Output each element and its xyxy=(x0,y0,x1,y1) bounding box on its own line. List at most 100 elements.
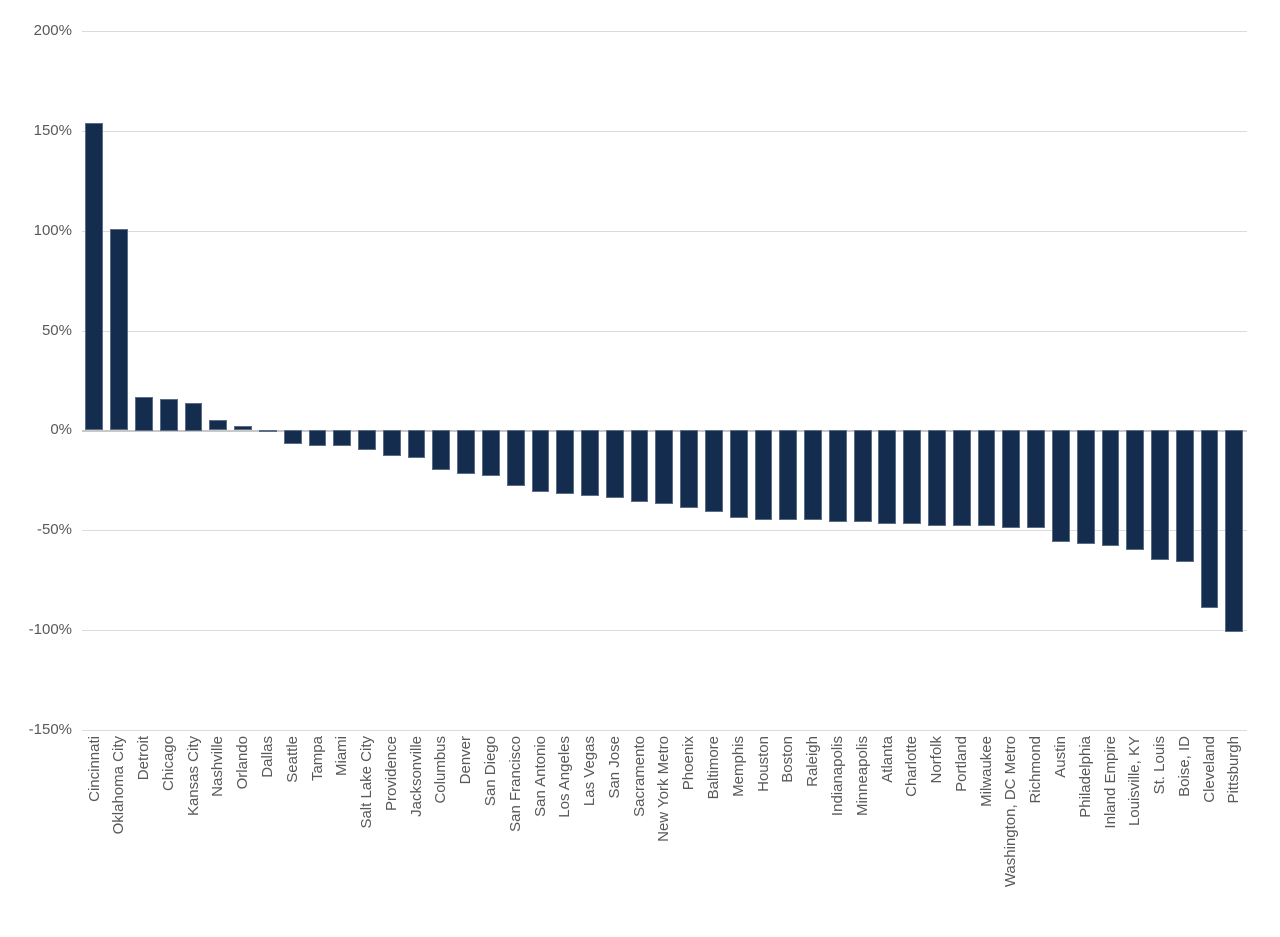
y-tick-label-neg50: -50% xyxy=(36,521,72,538)
x-label-cell-norfolk: Norfolk xyxy=(925,736,950,934)
bar-column-boston xyxy=(776,31,801,730)
bar-column-oklahoma-city xyxy=(107,31,132,730)
x-tick-label-salt-lake-city: Salt Lake City xyxy=(358,736,376,829)
bar-phoenix xyxy=(680,430,699,509)
x-label-cell-washington-dc-metro: Washington, DC Metro xyxy=(999,736,1024,934)
bar-atlanta xyxy=(878,430,897,525)
x-tick-label-seattle: Seattle xyxy=(283,736,301,783)
bar-column-philadelphia xyxy=(1073,31,1098,730)
x-label-cell-charlotte: Charlotte xyxy=(900,736,925,934)
bar-column-denver xyxy=(454,31,479,730)
gridline-50 xyxy=(82,331,1247,332)
x-tick-label-kansas-city: Kansas City xyxy=(184,736,202,817)
gridline--150 xyxy=(82,730,1247,731)
x-label-cell-cleveland: Cleveland xyxy=(1197,736,1222,934)
x-label-cell-philadelphia: Philadelphia xyxy=(1073,736,1098,934)
bar-detroit xyxy=(135,396,153,431)
bar-inland-empire xyxy=(1101,430,1120,547)
x-tick-label-san-francisco: San Francisco xyxy=(506,736,524,832)
bar-minneapolis xyxy=(853,430,872,523)
x-label-cell-new-york-metro: New York Metro xyxy=(652,736,677,934)
bar-column-miami xyxy=(330,31,355,730)
bar-column-new-york-metro xyxy=(652,31,677,730)
bar-seattle xyxy=(283,430,302,445)
x-tick-label-orlando: Orlando xyxy=(234,736,252,790)
x-label-cell-inland-empire: Inland Empire xyxy=(1098,736,1123,934)
x-tick-label-san-antonio: San Antonio xyxy=(531,736,549,817)
gridline-200 xyxy=(82,31,1247,32)
x-label-cell-nashville: Nashville xyxy=(206,736,231,934)
bar-san-antonio xyxy=(531,430,550,493)
x-label-cell-milwaukee: Milwaukee xyxy=(974,736,999,934)
bar-column-las-vegas xyxy=(578,31,603,730)
x-label-cell-indianapolis: Indianapolis xyxy=(825,736,850,934)
bar-column-detroit xyxy=(132,31,157,730)
bar-oklahoma-city xyxy=(110,228,129,431)
bar-new-york-metro xyxy=(655,430,674,505)
x-tick-label-austin: Austin xyxy=(1051,736,1069,778)
x-tick-label-milwaukee: Milwaukee xyxy=(977,736,995,807)
gridline-100 xyxy=(82,231,1247,232)
x-tick-label-indianapolis: Indianapolis xyxy=(828,736,846,817)
x-axis: Cincinnati Oklahoma City Detroit Chicago Kan… xyxy=(82,736,1247,934)
x-tick-label-san-diego: San Diego xyxy=(482,736,500,807)
x-tick-label-sacramento: Sacramento xyxy=(630,736,648,817)
bar-column-indianapolis xyxy=(825,31,850,730)
x-label-cell-kansas-city: Kansas City xyxy=(181,736,206,934)
bar-column-san-antonio xyxy=(528,31,553,730)
x-tick-label-philadelphia: Philadelphia xyxy=(1076,736,1094,818)
bar-austin xyxy=(1051,430,1070,543)
x-tick-label-inland-empire: Inland Empire xyxy=(1101,736,1119,829)
x-tick-label-raleigh: Raleigh xyxy=(804,736,822,787)
y-tick-label-150: 150% xyxy=(33,122,72,139)
bar-washington-dc-metro xyxy=(1002,430,1021,529)
bar-column-milwaukee xyxy=(974,31,999,730)
x-label-cell-phoenix: Phoenix xyxy=(677,736,702,934)
bar-louisville-ky xyxy=(1126,430,1145,551)
bar-column-louisville-ky xyxy=(1123,31,1148,730)
bar-tampa xyxy=(308,430,327,447)
bar-miami xyxy=(333,430,352,447)
x-label-cell-richmond: Richmond xyxy=(1024,736,1049,934)
bar-jacksonville xyxy=(407,430,426,459)
x-label-cell-columbus: Columbus xyxy=(429,736,454,934)
x-label-cell-boise-id: Boise, ID xyxy=(1172,736,1197,934)
x-label-cell-baltimore: Baltimore xyxy=(702,736,727,934)
bar-column-memphis xyxy=(726,31,751,730)
bar-san-diego xyxy=(481,430,500,477)
x-label-cell-austin: Austin xyxy=(1048,736,1073,934)
x-label-cell-miami: Miami xyxy=(330,736,355,934)
bar-column-houston xyxy=(751,31,776,730)
bar-column-st-louis xyxy=(1148,31,1173,730)
bar-sacramento xyxy=(630,430,649,503)
gridline--100 xyxy=(82,630,1247,631)
bar-column-seattle xyxy=(280,31,305,730)
y-tick-label-0: 0% xyxy=(50,421,72,438)
gridline--50 xyxy=(82,530,1247,531)
x-label-cell-portland: Portland xyxy=(949,736,974,934)
x-tick-label-houston: Houston xyxy=(754,736,772,792)
bar-dallas xyxy=(258,430,277,433)
x-label-cell-san-antonio: San Antonio xyxy=(528,736,553,934)
x-tick-label-denver: Denver xyxy=(457,736,475,785)
x-label-cell-sacramento: Sacramento xyxy=(627,736,652,934)
x-tick-label-minneapolis: Minneapolis xyxy=(853,736,871,817)
bar-providence xyxy=(382,430,401,457)
x-label-cell-st-louis: St. Louis xyxy=(1148,736,1173,934)
bar-column-los-angeles xyxy=(553,31,578,730)
bar-kansas-city xyxy=(184,402,203,431)
x-label-cell-san-diego: San Diego xyxy=(479,736,504,934)
bar-portland xyxy=(952,430,971,527)
bar-milwaukee xyxy=(977,430,996,527)
x-label-cell-pittsburgh: Pittsburgh xyxy=(1222,736,1247,934)
bar-philadelphia xyxy=(1076,430,1095,545)
x-label-cell-san-jose: San Jose xyxy=(602,736,627,934)
y-tick-label-neg100: -100% xyxy=(28,621,72,638)
bars-container xyxy=(82,31,1247,730)
y-axis: 200% 150% 100% 50% 0% -50% -100% -150% xyxy=(0,0,72,937)
x-tick-label-dallas: Dallas xyxy=(258,736,276,778)
bar-column-boise-id xyxy=(1172,31,1197,730)
x-label-cell-dallas: Dallas xyxy=(255,736,280,934)
gridline-150 xyxy=(82,131,1247,132)
bar-indianapolis xyxy=(828,430,847,523)
